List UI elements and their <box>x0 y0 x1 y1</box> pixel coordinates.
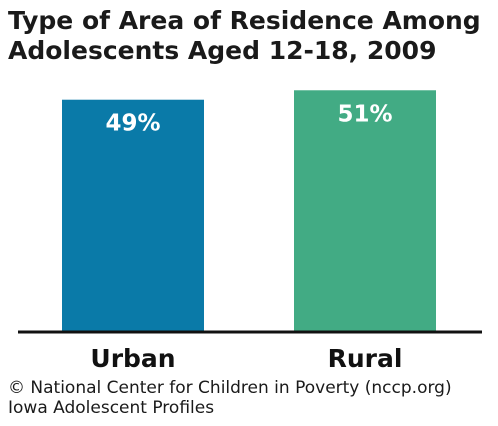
chart-title-line-2: Adolescents Aged 12-18, 2009 <box>8 36 437 65</box>
chart-title-line-1: Type of Area of Residence Among <box>8 6 481 35</box>
category-label-rural: Rural <box>328 344 403 373</box>
credit-line-copyright: © National Center for Children in Povert… <box>8 378 452 398</box>
data-label-urban: 49% <box>105 111 160 137</box>
bar-rural <box>294 90 436 331</box>
bar-urban <box>62 99 204 332</box>
source-credit: © National Center for Children in Povert… <box>8 378 494 418</box>
chart-title: Type of Area of Residence Among Adolesce… <box>8 6 492 66</box>
data-label-rural: 51% <box>337 101 392 127</box>
credit-line-profile: Iowa Adolescent Profiles <box>8 398 215 418</box>
category-label-urban: Urban <box>90 344 175 373</box>
